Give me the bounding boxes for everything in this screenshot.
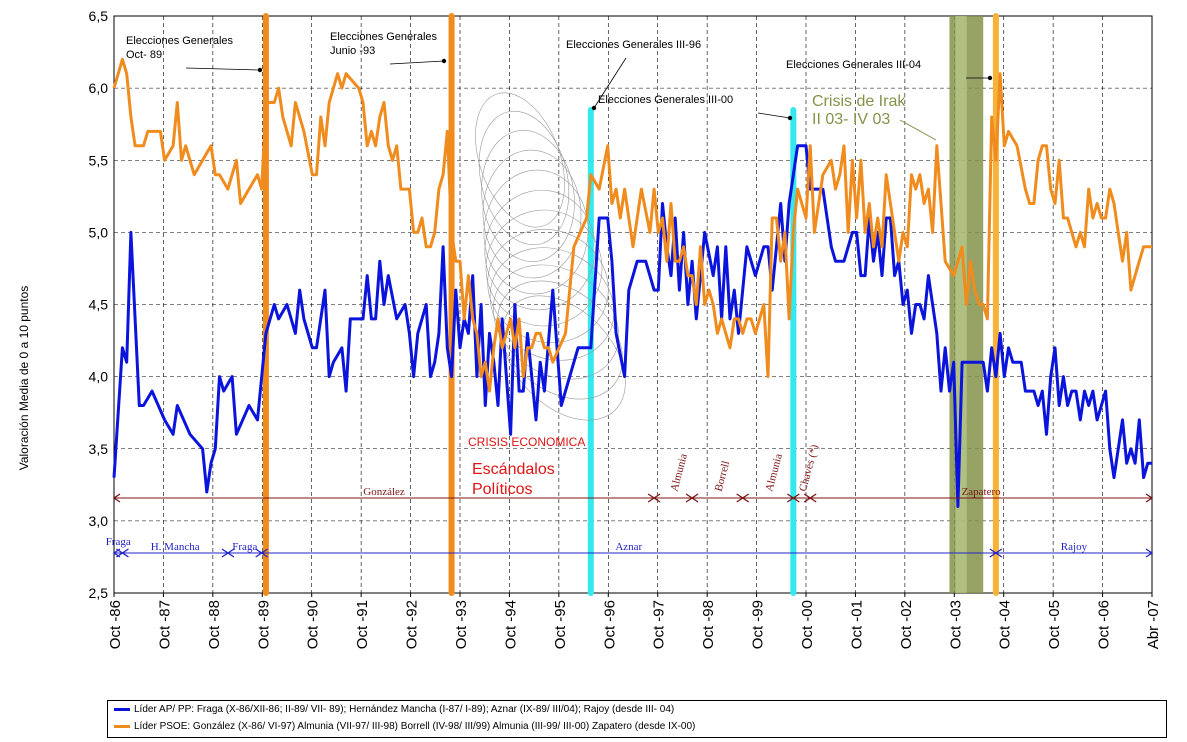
x-tick-label: Oct -96 — [601, 600, 618, 649]
crisis-irak-label: II 03- IV 03 — [812, 111, 890, 128]
scandal-loop — [481, 130, 575, 262]
pp-period-label: H. Mancha — [151, 541, 200, 553]
psoe-period-arrowhead — [652, 493, 661, 503]
legend-item-psoe: Líder PSOE: González (X-86/ VI-97) Almun… — [108, 718, 1166, 735]
x-tick-label: Oct -87 — [156, 600, 173, 649]
election-arrowhead — [257, 67, 263, 73]
psoe-period-arrowhead — [112, 493, 121, 503]
pp-period-arrowhead — [994, 548, 1003, 558]
scandal-loop — [497, 280, 623, 400]
y-axis-label: Valoración Media de 0 a 10 puntos — [17, 286, 31, 471]
election-arrow — [593, 57, 627, 109]
election-label: Elecciones Generales — [330, 31, 438, 43]
scandal-loop — [482, 149, 582, 279]
x-tick-label: Oct -99 — [750, 600, 767, 649]
x-tick-label: Abr -07 — [1145, 600, 1162, 649]
psoe-period-label: Zapatero — [962, 486, 1002, 498]
annotation-escandalos: Escándalos — [472, 461, 555, 478]
election-arrowhead — [987, 75, 993, 81]
x-tick-label: Oct -05 — [1046, 600, 1063, 649]
election-arrowhead — [591, 105, 597, 111]
y-tick-label: 4,0 — [89, 369, 109, 385]
crisis-irak-label: Crisis de Irak — [812, 93, 906, 110]
election-label: Elecciones Generales III-04 — [786, 59, 921, 71]
legend-item-pp: Líder AP/ PP: Fraga (X-86/XII-86; II-89/… — [108, 701, 1166, 718]
election-label: Junio -93 — [330, 45, 375, 57]
election-label: Elecciones Generales — [126, 35, 234, 47]
x-tick-label: Oct -91 — [354, 600, 371, 649]
election-arrow — [185, 67, 261, 71]
legend-label-psoe: Líder PSOE: González (X-86/ VI-97) Almun… — [134, 721, 696, 732]
x-tick-label: Oct -97 — [651, 600, 668, 649]
pp-period-label: Aznar — [615, 541, 642, 553]
x-tick-label: Oct -94 — [502, 600, 519, 649]
election-arrow — [757, 112, 791, 119]
text-layer: Elecciones Generales Oct- 89 Elecciones Ge… — [126, 31, 993, 498]
legend-swatch-psoe — [114, 725, 130, 728]
x-tick-label: Oct -06 — [1096, 600, 1113, 649]
scandal-loop — [502, 295, 626, 421]
election-label: Elecciones Generales III-00 — [598, 94, 733, 106]
y-tick-label: 3,5 — [89, 441, 109, 457]
scandal-loop — [485, 209, 603, 327]
period-layer: González Almunia Borrell Almunia Chaves (*) Z… — [106, 443, 1154, 558]
pp-period-arrowhead — [226, 548, 235, 558]
psoe-period-arrowhead — [792, 493, 800, 503]
x-tick-label: Oct -92 — [404, 600, 421, 649]
x-tick-label: Oct -95 — [552, 600, 569, 649]
psoe-period-arrowhead — [1145, 493, 1154, 503]
x-tick-label: Oct -89 — [255, 600, 272, 649]
pp-period-label: Rajoy — [1061, 541, 1088, 553]
scandal-loop — [475, 92, 565, 228]
legend-label-pp: Líder AP/ PP: Fraga (X-86/XII-86; II-89/… — [134, 704, 675, 715]
series-line-psoe — [112, 57, 1152, 393]
annotation-politicos: Políticos — [472, 481, 532, 498]
psoe-period-arrowhead — [741, 493, 750, 503]
y-tick-label: 6,0 — [89, 80, 109, 96]
x-tick-label: Oct -04 — [997, 600, 1014, 649]
x-tick-label: Oct -02 — [898, 600, 915, 649]
annotation-crisis-economica: CRISIS ECONOMICA — [468, 435, 585, 449]
x-tick-label: Oct -93 — [453, 600, 470, 649]
y-tick-label: 2,5 — [89, 585, 109, 601]
crisis-irak-arrow — [899, 119, 937, 141]
x-tick-label: Oct -88 — [206, 600, 223, 649]
y-tick-label: 3,0 — [89, 513, 109, 529]
x-tick-label: Oct -98 — [700, 600, 717, 649]
election-arrowhead — [441, 58, 447, 64]
election-arrow — [389, 60, 445, 65]
scandal-loop — [478, 110, 570, 246]
y-tick-label: 6,5 — [89, 8, 109, 24]
y-tick-label: 5,5 — [89, 152, 109, 168]
pp-period-label: Fraga — [106, 536, 131, 548]
pp-period-arrowhead — [1145, 548, 1154, 558]
x-tick-label: Oct -86 — [107, 600, 124, 649]
x-tick-label: Oct -00 — [799, 600, 816, 649]
scandal-loop — [484, 189, 596, 311]
psoe-period-arrowhead — [809, 493, 817, 503]
election-label: Elecciones Generales III-96 — [566, 39, 701, 51]
scandal-loop — [493, 264, 619, 380]
psoe-period-label: González — [363, 486, 405, 498]
pp-period-arrowhead — [260, 548, 269, 558]
series-layer — [112, 57, 1152, 508]
election-arrowhead — [787, 115, 793, 121]
y-tick-label: 5,0 — [89, 224, 109, 240]
election-label: Oct- 89 — [126, 49, 162, 61]
x-tick-label: Oct -90 — [305, 600, 322, 649]
series-line-pp — [112, 144, 1152, 508]
legend-swatch-pp — [114, 708, 130, 711]
x-tick-label: Oct -01 — [848, 600, 865, 649]
crisis-band-highlight — [955, 16, 967, 593]
legend: Líder AP/ PP: Fraga (X-86/XII-86; II-89/… — [107, 700, 1167, 738]
pp-period-arrowhead — [121, 548, 129, 558]
pp-period-label: Fraga — [232, 541, 257, 553]
y-tick-label: 4,5 — [89, 297, 109, 313]
x-tick-label: Oct -03 — [947, 600, 964, 649]
scandal-loop — [483, 169, 589, 295]
psoe-period-arrowhead — [690, 493, 699, 503]
